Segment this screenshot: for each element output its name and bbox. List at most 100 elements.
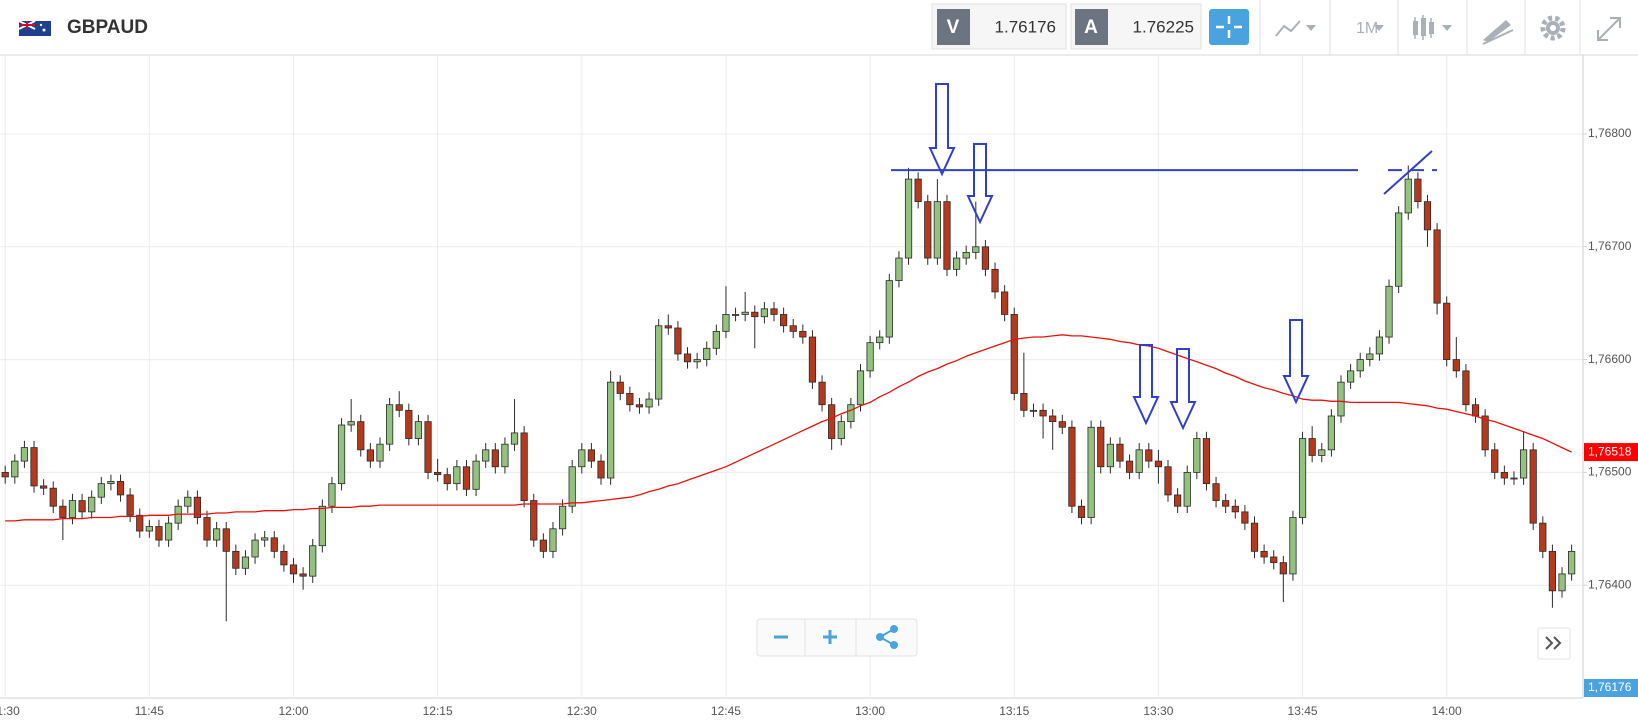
candle-body	[818, 381, 826, 406]
timeframe-button[interactable]: 1M	[1356, 20, 1378, 37]
candle-body	[1500, 471, 1508, 479]
candle-body	[712, 330, 720, 349]
candle-body	[1231, 505, 1239, 513]
zoom-in-button[interactable]	[823, 630, 837, 644]
trend-segment	[1383, 150, 1433, 195]
candle-body	[587, 449, 596, 462]
candle-body	[683, 353, 692, 363]
x-tick-label: 11:45	[135, 704, 164, 718]
candle-body	[453, 466, 461, 485]
candle-body	[703, 347, 711, 360]
candle-body	[1318, 449, 1326, 456]
candle-body	[462, 466, 471, 490]
candle-body	[760, 308, 768, 318]
candle-body	[184, 496, 192, 507]
candle-body	[952, 257, 961, 270]
candle-body	[347, 421, 355, 426]
candle-body	[1347, 370, 1355, 383]
candle-body	[203, 517, 211, 541]
candle-body	[616, 381, 624, 394]
candle-body	[674, 327, 682, 355]
candle-body	[280, 550, 288, 566]
candle-body	[549, 528, 557, 552]
candle-body	[1193, 438, 1201, 473]
candle-body	[789, 325, 797, 332]
moving-average-line	[5, 334, 1572, 522]
candle-body	[828, 404, 836, 439]
candle-body	[482, 449, 490, 462]
sell-price: 1.76176	[995, 17, 1056, 36]
candle-body	[78, 500, 86, 513]
candle-body	[434, 471, 442, 476]
x-tick-label: 12:00	[278, 704, 308, 718]
candle-body	[136, 514, 144, 532]
candle-body	[1039, 409, 1047, 417]
candle-body	[328, 483, 336, 507]
candle-body	[1356, 359, 1364, 372]
candle-body	[405, 409, 413, 439]
candle-body	[193, 496, 201, 518]
candle-body	[1385, 285, 1393, 338]
annotations: 1,76518 1,76176	[891, 83, 1638, 697]
candle-body	[1164, 466, 1172, 496]
candle-body	[251, 539, 259, 558]
candle-body	[1222, 500, 1230, 507]
candle-body	[232, 550, 240, 569]
timeframe-caret	[1374, 25, 1384, 31]
y-tick-label: 1,76500	[1588, 465, 1632, 479]
grid: 1,76400 1,76500 1,76600 1,76700 1,76800 11:30…	[0, 55, 1632, 718]
candle-body	[1375, 336, 1384, 355]
candle-body	[1337, 381, 1345, 417]
candle-body	[1568, 550, 1576, 575]
drawing-tools-button[interactable]	[1482, 20, 1514, 45]
candle-body	[222, 528, 230, 552]
candle-body	[1241, 511, 1249, 524]
scroll-right-button[interactable]	[1537, 627, 1571, 660]
fullscreen-button[interactable]	[1597, 17, 1621, 41]
annotation-arrow	[1282, 319, 1310, 405]
candle-body	[1106, 443, 1114, 468]
candle-body	[866, 342, 874, 372]
candle-body	[1058, 421, 1066, 428]
candle-type-button[interactable]	[1413, 15, 1452, 40]
candle-body	[664, 325, 672, 329]
candle-body	[68, 500, 77, 518]
y-tick-label: 1,76800	[1588, 126, 1632, 140]
candle-body	[530, 500, 538, 541]
chart-type-button[interactable]	[1275, 20, 1316, 37]
candle-body	[337, 424, 346, 485]
candle-body	[366, 449, 374, 462]
candle-body	[1068, 426, 1076, 507]
candle-body	[376, 443, 384, 462]
share-button[interactable]	[876, 625, 898, 649]
candle-body	[164, 522, 173, 541]
candle-body	[318, 505, 326, 547]
candle-body	[88, 496, 96, 513]
candle-body	[856, 370, 865, 406]
candle-body	[578, 449, 586, 468]
candle-body	[299, 573, 307, 577]
candle-body	[1327, 415, 1335, 451]
candle-body	[914, 178, 922, 203]
candle-body	[241, 556, 250, 569]
crosshair-button[interactable]	[1209, 9, 1249, 45]
candle-body	[309, 545, 317, 577]
candle-body	[155, 526, 163, 541]
candle-body	[558, 505, 567, 530]
candle-body	[1049, 415, 1057, 423]
candle-body	[97, 483, 105, 498]
candle-body	[1270, 556, 1278, 564]
candle-body	[1308, 438, 1316, 456]
settings-button[interactable]	[1540, 15, 1566, 41]
candle-body	[261, 537, 269, 541]
x-tick-label: 12:15	[423, 704, 453, 718]
candle-body	[1558, 573, 1566, 592]
candle-body	[655, 325, 663, 400]
candle-body	[1260, 550, 1268, 558]
candle-body	[20, 447, 29, 462]
symbol: GBPAUD	[67, 17, 148, 38]
candle-body	[1462, 370, 1470, 406]
bid-price-tag-label: 1,76176	[1588, 680, 1632, 694]
candle-body	[635, 404, 644, 408]
candle-body	[837, 421, 845, 439]
